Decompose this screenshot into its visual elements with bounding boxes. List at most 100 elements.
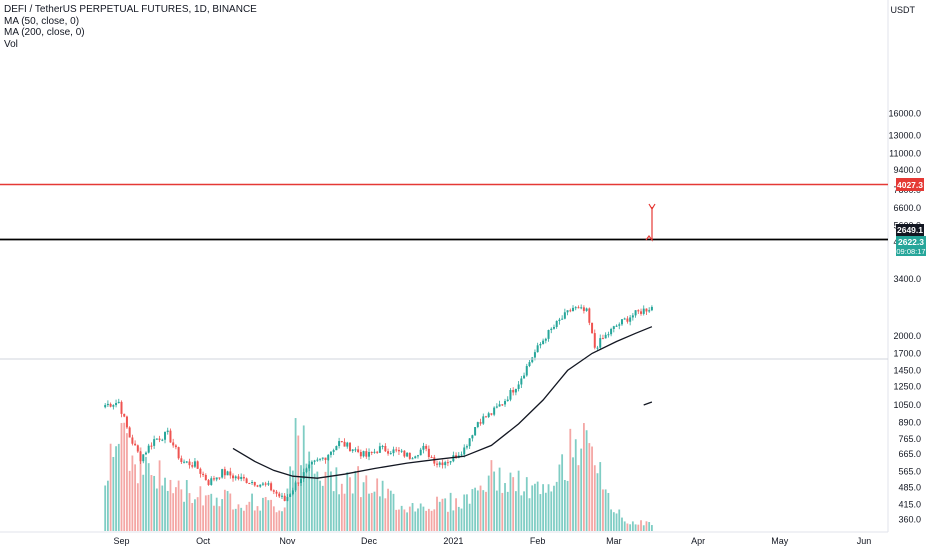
volume-bar bbox=[599, 462, 602, 531]
volume-bar bbox=[607, 492, 610, 531]
candle-body bbox=[539, 343, 542, 346]
volume-bar bbox=[539, 494, 542, 531]
price-tick-label: 890.0 bbox=[898, 418, 921, 428]
red-level-tag: 4027.3 bbox=[896, 178, 924, 191]
volume-bar bbox=[583, 423, 585, 531]
candle-body bbox=[223, 469, 226, 476]
volume-bar bbox=[449, 492, 452, 531]
volume-bar bbox=[460, 508, 463, 531]
volume-bar bbox=[474, 487, 476, 531]
volume-bar bbox=[278, 510, 281, 531]
candle-body bbox=[242, 476, 245, 479]
volume-bar bbox=[346, 472, 349, 531]
ma200-legend[interactable]: MA (200, close, 0) bbox=[4, 27, 85, 38]
volume-bar bbox=[115, 446, 117, 531]
time-tick-label: Jun bbox=[857, 536, 872, 546]
candle-body bbox=[212, 478, 215, 480]
candle-body bbox=[422, 445, 425, 450]
svg-text:2649.1: 2649.1 bbox=[897, 225, 923, 235]
volume-bar bbox=[534, 483, 536, 531]
candle-body bbox=[251, 481, 254, 484]
candle-body bbox=[580, 307, 583, 309]
volume-bar bbox=[604, 489, 607, 531]
chart-pane[interactable] bbox=[0, 0, 888, 532]
volume-bar bbox=[550, 491, 553, 531]
volume-bar bbox=[218, 506, 221, 531]
candle-body bbox=[574, 307, 577, 309]
candle-body bbox=[346, 442, 349, 447]
volume-bar bbox=[354, 470, 357, 531]
volume-bar bbox=[436, 496, 438, 531]
candle-body bbox=[582, 307, 585, 311]
candle-body bbox=[164, 431, 167, 440]
candle-body bbox=[267, 483, 270, 485]
candle-body bbox=[449, 461, 452, 463]
volume-bar bbox=[547, 484, 550, 531]
ma50-line bbox=[232, 326, 653, 479]
volume-bar bbox=[194, 499, 196, 531]
volume-bar bbox=[117, 443, 120, 531]
volume-bar bbox=[294, 418, 297, 531]
projection-arrow[interactable] bbox=[645, 203, 656, 242]
candle-body bbox=[109, 403, 112, 407]
volume-bar bbox=[131, 455, 134, 531]
candle-body bbox=[593, 333, 596, 348]
time-tick-label: Dec bbox=[361, 536, 378, 546]
candle-body bbox=[474, 427, 477, 436]
volume-bar bbox=[618, 509, 621, 531]
candle-body bbox=[648, 310, 651, 312]
volume-bar bbox=[411, 503, 414, 531]
volume-bar bbox=[495, 490, 498, 531]
candle-body bbox=[120, 401, 123, 414]
price-tick-label: 1050.0 bbox=[893, 400, 921, 410]
candle-body bbox=[536, 345, 539, 353]
volume-bar bbox=[202, 505, 204, 531]
black-level-tag: 2649.1 bbox=[896, 224, 924, 236]
candle-body bbox=[316, 459, 319, 461]
candle-body bbox=[406, 452, 409, 457]
svg-text:2622.3: 2622.3 bbox=[898, 237, 924, 247]
volume-bar bbox=[357, 466, 360, 531]
volume-bar bbox=[311, 465, 313, 531]
volume-bar bbox=[107, 480, 109, 531]
candle-body bbox=[487, 413, 490, 418]
price-tick-label: 9400.0 bbox=[893, 165, 921, 175]
volume-legend[interactable]: Vol bbox=[4, 38, 18, 50]
volume-bar bbox=[555, 481, 558, 531]
candle-body bbox=[523, 375, 526, 379]
volume-bar bbox=[180, 489, 183, 531]
candle-body bbox=[471, 435, 474, 439]
price-axis[interactable]: 16000.013000.011000.09400.07800.06600.05… bbox=[888, 108, 921, 524]
candle-body bbox=[308, 464, 311, 469]
price-tick-label: 360.0 bbox=[898, 515, 921, 525]
candle-body bbox=[177, 447, 180, 459]
time-tick-label: Apr bbox=[691, 536, 705, 546]
candle-body bbox=[588, 308, 591, 323]
volume-bar bbox=[139, 447, 142, 531]
time-axis[interactable]: Sep Oct Nov Dec 2021 Feb Mar Apr May Jun bbox=[113, 536, 871, 546]
volume-bar bbox=[615, 513, 618, 531]
ma50-legend[interactable]: MA (50, close, 0) bbox=[4, 15, 80, 27]
volume-bar bbox=[313, 473, 316, 531]
candle-body bbox=[174, 445, 177, 448]
volume-bar bbox=[392, 493, 395, 531]
volume-bar bbox=[387, 488, 389, 531]
volume-bar bbox=[506, 491, 509, 531]
volume-bar bbox=[335, 467, 338, 531]
volume-bar bbox=[240, 507, 243, 531]
candle-body bbox=[321, 457, 324, 459]
time-tick-label: Feb bbox=[530, 536, 546, 546]
candle-body bbox=[327, 454, 330, 460]
candle-body bbox=[368, 451, 371, 457]
candle-body bbox=[397, 450, 400, 452]
volume-bar bbox=[577, 465, 580, 531]
candle-body bbox=[408, 452, 411, 459]
candle-body bbox=[131, 437, 134, 444]
symbol-title[interactable]: DEFI / TetherUS PERPETUAL FUTURES, 1D, B… bbox=[4, 4, 257, 15]
svg-text:4027.3: 4027.3 bbox=[897, 180, 923, 190]
time-tick-label: Sep bbox=[113, 536, 129, 546]
candle-body bbox=[650, 306, 653, 311]
volume-bar bbox=[213, 505, 215, 531]
time-tick-label: May bbox=[771, 536, 789, 546]
